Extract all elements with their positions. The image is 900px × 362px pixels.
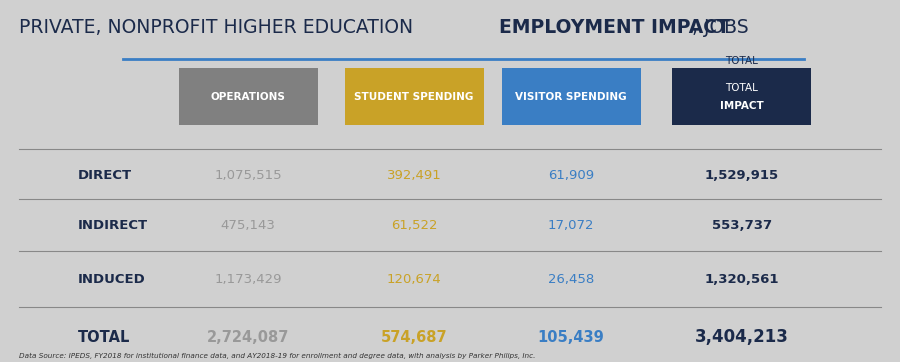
Text: TOTAL: TOTAL	[725, 83, 758, 93]
Bar	[501, 68, 641, 125]
Bar	[178, 68, 318, 125]
Text: INDUCED: INDUCED	[77, 273, 146, 286]
Text: OPERATIONS: OPERATIONS	[211, 92, 285, 102]
Text: TOTAL: TOTAL	[725, 56, 758, 66]
Text: 105,439: 105,439	[538, 330, 605, 345]
Text: PRIVATE, NONPROFIT HIGHER EDUCATION: PRIVATE, NONPROFIT HIGHER EDUCATION	[19, 17, 419, 37]
Text: 2,724,087: 2,724,087	[207, 330, 289, 345]
Text: 574,687: 574,687	[381, 330, 447, 345]
Bar	[672, 68, 811, 125]
Text: 1,529,915: 1,529,915	[705, 169, 778, 182]
Text: 1,320,561: 1,320,561	[705, 273, 778, 286]
Text: TOTAL: TOTAL	[77, 330, 130, 345]
Text: 3,404,213: 3,404,213	[695, 328, 788, 346]
Text: STUDENT SPENDING: STUDENT SPENDING	[355, 92, 473, 102]
Bar	[345, 68, 483, 125]
Text: 553,737: 553,737	[712, 219, 771, 232]
Text: 475,143: 475,143	[220, 219, 275, 232]
Text: VISITOR SPENDING: VISITOR SPENDING	[516, 92, 627, 102]
Text: IMPACT: IMPACT	[720, 101, 763, 110]
Text: 61,909: 61,909	[548, 169, 594, 182]
Text: 26,458: 26,458	[548, 273, 594, 286]
Text: 1,075,515: 1,075,515	[214, 169, 282, 182]
Text: Data Source: IPEDS, FY2018 for institutional finance data, and AY2018-19 for enr: Data Source: IPEDS, FY2018 for instituti…	[19, 353, 535, 359]
Text: 120,674: 120,674	[387, 273, 442, 286]
Text: EMPLOYMENT IMPACT: EMPLOYMENT IMPACT	[500, 17, 730, 37]
Text: 17,072: 17,072	[548, 219, 594, 232]
Text: , JOBS: , JOBS	[692, 17, 749, 37]
Text: 1,173,429: 1,173,429	[214, 273, 282, 286]
Text: 392,491: 392,491	[387, 169, 442, 182]
Text: INDIRECT: INDIRECT	[77, 219, 148, 232]
Text: DIRECT: DIRECT	[77, 169, 131, 182]
Text: 61,522: 61,522	[391, 219, 437, 232]
